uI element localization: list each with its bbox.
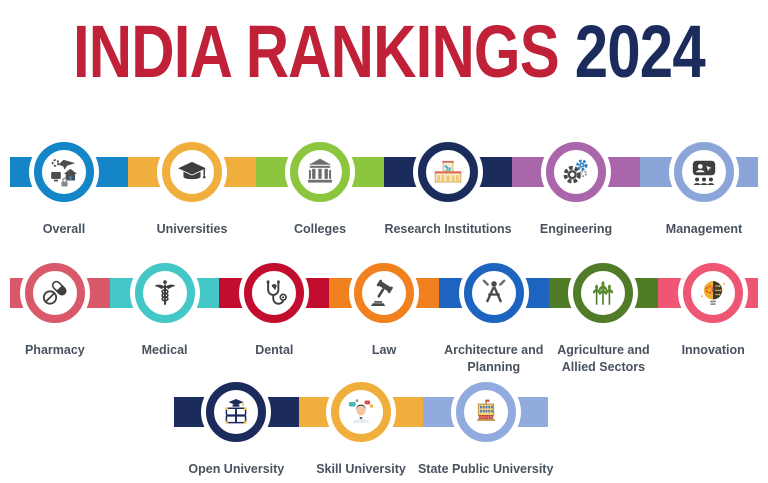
category-circle-medical[interactable] [134,262,195,323]
category-item-universities[interactable]: Universities [128,140,256,239]
category-icon-zone [298,380,424,444]
category-circle-innovation[interactable] [683,262,744,323]
page-title-year: 2024 [574,10,706,93]
category-label: Innovation [681,342,745,357]
category-circle-state-public-university[interactable] [455,381,516,442]
category-circle-management[interactable] [674,142,734,202]
category-item-law[interactable]: Law [329,261,439,377]
gavel-icon [368,277,400,309]
drafting-compass-icon [478,277,510,309]
category-item-engineering[interactable]: Engineering [512,140,640,239]
public-building-icon [470,396,502,428]
presentation-board-icon [688,156,720,188]
category-icon-zone [219,261,330,325]
rankings-row-3: Open University Skill University State Pub… [174,380,553,479]
rankings-row-1: Overall Universities Colleges Research Inst… [0,140,768,239]
category-item-open-university[interactable]: Open University [174,380,299,479]
category-item-medical[interactable]: Medical [109,261,220,377]
overall-collage-icon [48,156,80,188]
category-icon-zone [329,261,439,325]
page-title: INDIA RANKINGS 2024 [73,14,706,90]
category-item-management[interactable]: Management [640,140,768,239]
category-circle-overall[interactable] [34,142,94,202]
category-label: Management [665,222,743,236]
category-circle-research-institutions[interactable] [418,142,478,202]
college-building-icon [304,156,336,188]
category-icon-zone [384,140,512,204]
category-label: State Public University [417,461,554,476]
category-label: Architecture and Planning [444,342,544,375]
category-item-dental[interactable]: Dental [219,261,330,377]
category-icon-zone [0,140,128,204]
category-circle-open-university[interactable] [206,381,267,442]
category-circle-pharmacy[interactable] [24,262,85,323]
category-circle-dental[interactable] [244,262,305,323]
category-icon-zone [512,140,640,204]
gears-icon [560,156,592,188]
category-circle-colleges[interactable] [290,142,350,202]
tooth-stethoscope-icon [258,277,290,309]
category-circle-law[interactable] [354,262,415,323]
skill-person-icon [345,396,377,428]
category-item-research-institutions[interactable]: Research Institutions [384,140,512,239]
category-label: Law [371,342,397,357]
category-label: Research Institutions [384,222,512,236]
category-circle-architecture-and-planning[interactable] [463,262,524,323]
category-label: Dental [255,342,294,357]
category-item-innovation[interactable]: Innovation [658,261,768,377]
category-label: Open University [188,461,285,476]
category-icon-zone [640,140,768,204]
category-circle-agriculture-and-allied-sectors[interactable] [573,262,634,323]
category-icon-zone [109,261,220,325]
category-circle-skill-university[interactable] [331,381,391,442]
category-icon-zone [128,140,256,204]
research-lab-icon [432,156,464,188]
caduceus-icon [149,277,181,309]
category-item-agriculture-and-allied-sectors[interactable]: Agriculture and Allied Sectors [548,261,659,377]
category-icon-zone [423,380,549,444]
category-item-overall[interactable]: Overall [0,140,128,239]
category-label: Colleges [293,222,347,236]
category-icon-zone [256,140,384,204]
category-circle-engineering[interactable] [546,142,606,202]
category-item-architecture-and-planning[interactable]: Architecture and Planning [438,261,549,377]
page-title-main: INDIA RANKINGS [72,10,560,93]
category-label: Pharmacy [24,342,85,357]
books-cap-icon [220,396,252,428]
rankings-row-2: Pharmacy Medical Dental Law Architecture and… [0,261,768,377]
category-item-skill-university[interactable]: Skill University [298,380,424,479]
graduation-cap-icon [176,156,208,188]
category-label: Universities [156,222,228,236]
category-label: Agriculture and Allied Sectors [557,342,650,375]
wheat-icon [587,277,619,309]
category-icon-zone [438,261,549,325]
category-item-colleges[interactable]: Colleges [256,140,384,239]
category-label: Medical [141,342,188,357]
category-label: Overall [42,222,86,236]
category-icon-zone [0,261,110,325]
category-item-state-public-university[interactable]: State Public University [418,380,553,479]
category-icon-zone [548,261,659,325]
lightbulb-gear-icon [697,277,729,309]
category-icon-zone [658,261,768,325]
category-icon-zone [174,380,299,444]
category-label: Skill University [316,461,406,476]
category-circle-universities[interactable] [162,142,222,202]
category-label: Engineering [539,222,613,236]
category-item-pharmacy[interactable]: Pharmacy [0,261,110,377]
pills-icon [39,277,71,309]
